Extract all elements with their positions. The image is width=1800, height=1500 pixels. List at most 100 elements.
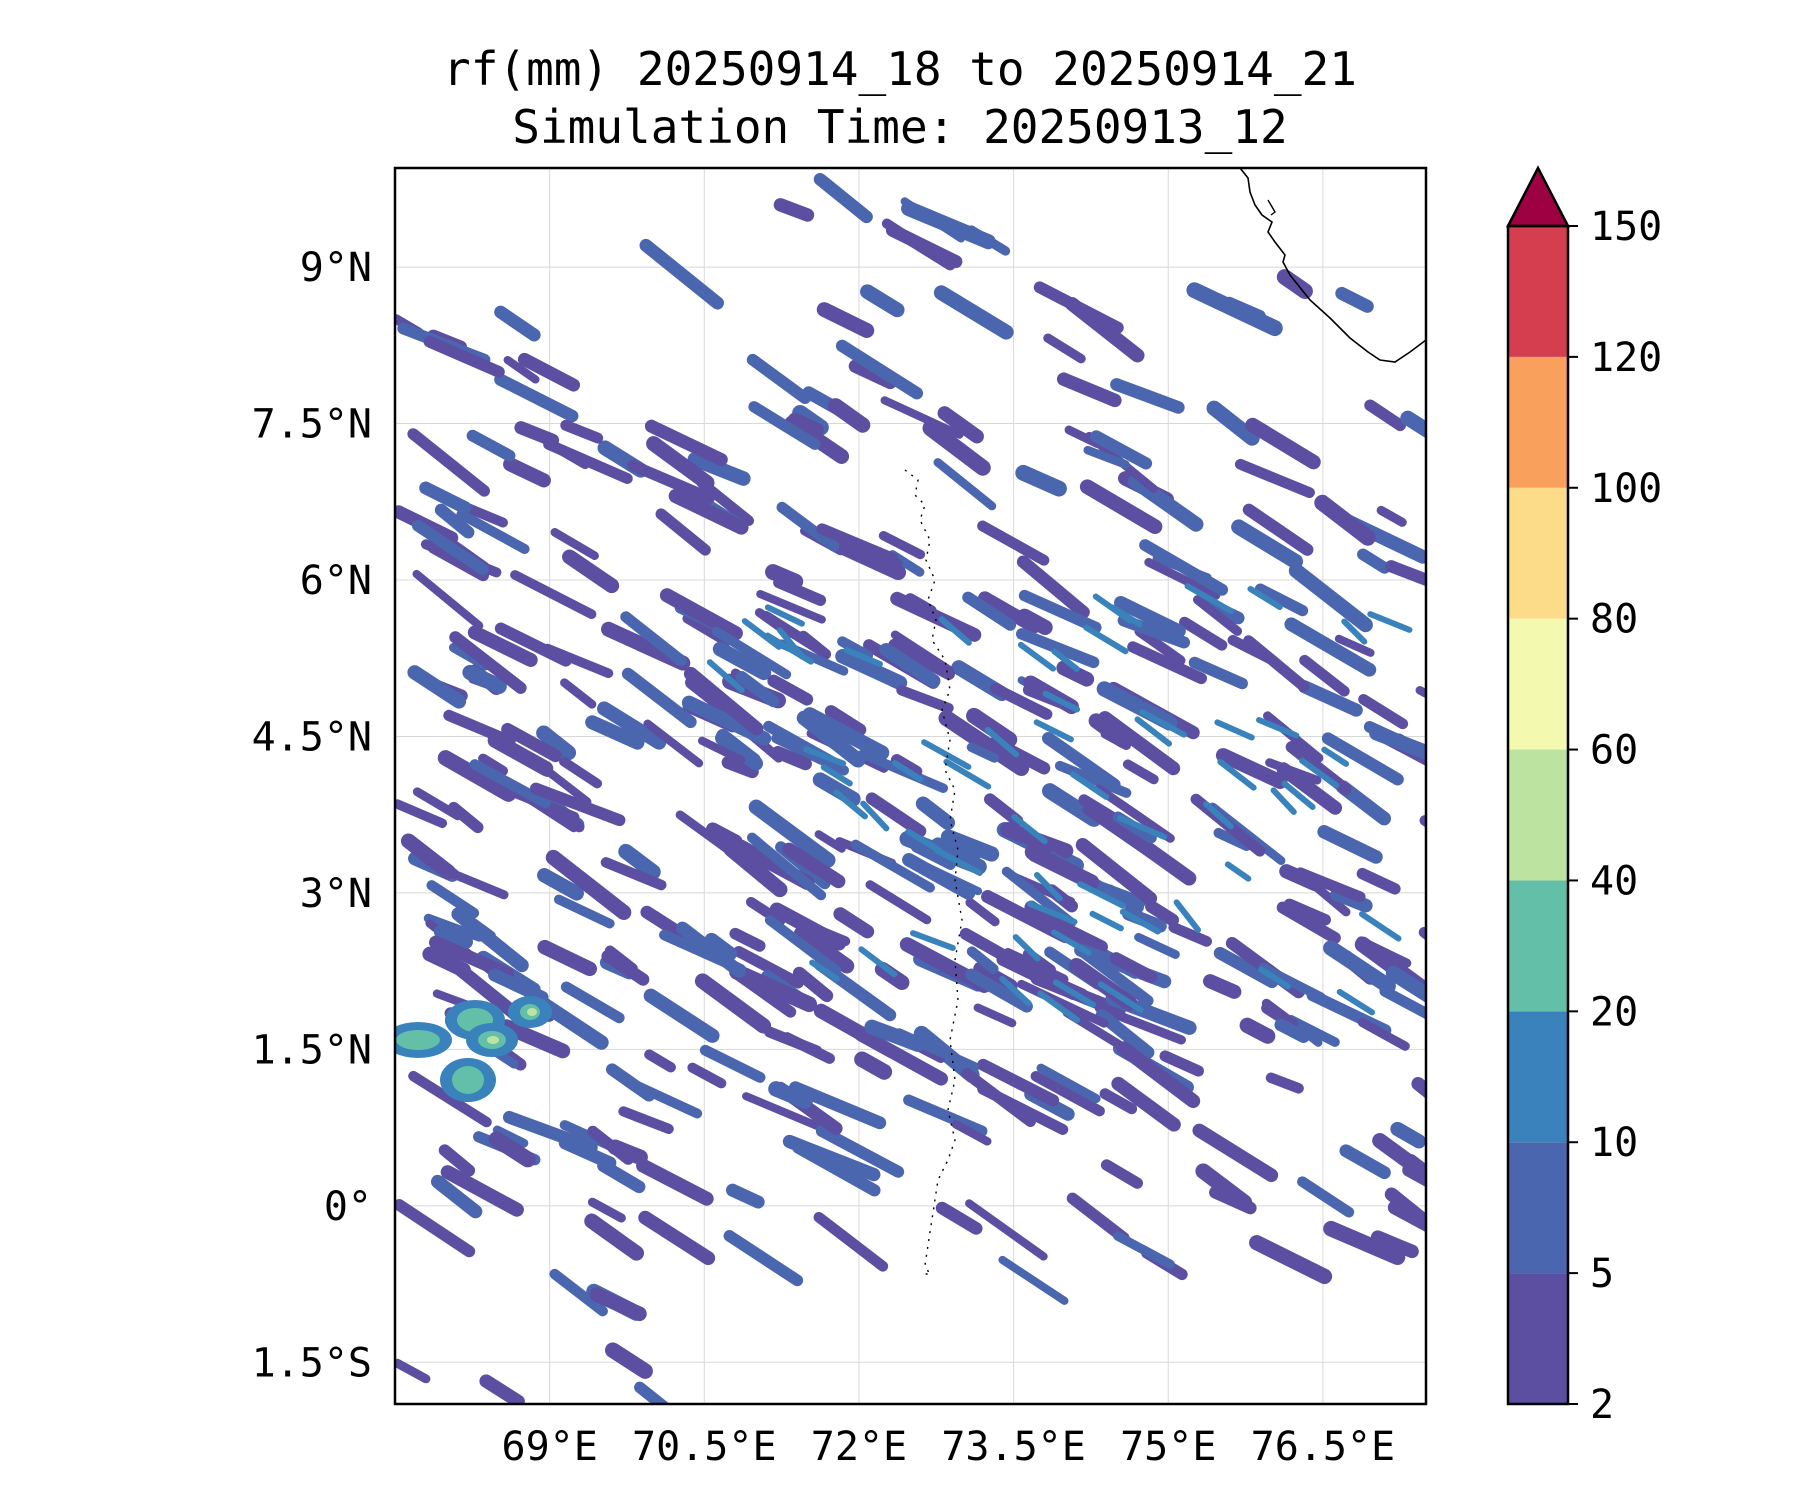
rain-cell (1090, 430, 1153, 470)
rain-cell (787, 412, 825, 437)
rain-cell (1334, 634, 1375, 657)
rain-cell (833, 907, 875, 939)
rain-cell (1094, 784, 1175, 843)
rain-cell (1276, 762, 1343, 815)
colorbar-swatch (1508, 749, 1568, 881)
rain-cell (1113, 1231, 1175, 1269)
colorbar: 2 5 10 20 40 60 80 100 120 150 (1505, 165, 1662, 1428)
rain-cell (937, 406, 984, 444)
rain-cell-moderate (1203, 801, 1234, 830)
rain-cell (814, 830, 846, 853)
rain-cell (501, 722, 562, 763)
rain-cell (745, 896, 786, 927)
rain-cell-moderate (809, 959, 840, 982)
rain-cell (537, 868, 584, 901)
rain-cell (1109, 952, 1158, 984)
rain-cell (503, 355, 540, 384)
rain-cell (788, 1081, 887, 1130)
rain-cell (412, 569, 484, 630)
rain-cell (1179, 616, 1228, 651)
rain-cell (1056, 372, 1122, 408)
rain-cell (977, 520, 1050, 566)
rain-cell (545, 849, 632, 921)
rain-cell-moderate (1321, 746, 1350, 767)
rain-cell (903, 1094, 988, 1137)
rain-cell (502, 1110, 598, 1154)
rain-cell (1056, 660, 1095, 687)
rain-cell (466, 429, 516, 462)
colorbar-label: 150 (1590, 204, 1662, 250)
colorbar-label: 60 (1590, 728, 1638, 774)
rain-cell (488, 968, 549, 1004)
rain-cell (773, 198, 815, 222)
rain-cell (560, 678, 597, 709)
rain-cell (646, 436, 715, 491)
rain-cell (816, 523, 898, 564)
rain-cell (1066, 1192, 1130, 1244)
rain-cell (423, 913, 484, 942)
x-tick-label: 70.5°E (632, 1424, 777, 1470)
rain-cell (514, 421, 560, 447)
rain-cell (1139, 539, 1229, 596)
rain-cell-moderate (764, 604, 805, 627)
rain-cell (1098, 711, 1181, 776)
rain-cell (1242, 503, 1314, 556)
rain-cell-moderate (843, 646, 884, 667)
rain-cell (1400, 410, 1426, 439)
y-tick-label: 0° (324, 1184, 372, 1230)
rain-cell (1127, 641, 1208, 685)
rain-cell-moderate (1069, 771, 1110, 800)
rain-cell (1043, 333, 1086, 364)
rain-cell (1042, 731, 1121, 791)
rain-cell (440, 1165, 524, 1217)
rain-cell-moderate (1281, 780, 1316, 810)
rain-cell (1283, 898, 1332, 926)
rain-cell (618, 843, 661, 880)
colorbar-extend-arrow (1505, 165, 1571, 228)
rain-cell (1015, 628, 1100, 669)
rain-cell (447, 958, 526, 1024)
rain-cell (721, 755, 759, 779)
rain-cell (1110, 378, 1185, 414)
rain-cell (510, 570, 597, 620)
rain-cell (604, 945, 638, 974)
rain-cell (1094, 1003, 1186, 1045)
rain-cell-moderate (1092, 593, 1133, 624)
rain-cell (407, 665, 467, 709)
rain-cell (827, 398, 871, 433)
rain-cell (1095, 1008, 1155, 1059)
rain-cell (494, 305, 541, 342)
rain-cell (1134, 932, 1180, 959)
rain-cell (1403, 1154, 1426, 1183)
rain-cell (816, 302, 875, 338)
rain-cell (636, 1158, 714, 1206)
rain-cell (408, 1070, 492, 1128)
rain-cell (781, 1032, 835, 1064)
rain-cell-moderate (1017, 641, 1057, 672)
rain-cell (503, 457, 551, 488)
rain-cell-moderate (1336, 988, 1376, 1016)
rain-cell (1323, 1220, 1406, 1265)
rain-cell (1339, 1144, 1391, 1180)
rain-cell (973, 1003, 1017, 1028)
rain-cell-moderate (833, 789, 868, 820)
rain-cell (536, 725, 577, 761)
y-tick-label: 9°N (300, 245, 372, 291)
rain-cell (694, 973, 772, 1034)
rain-cell (644, 419, 728, 467)
colorbar-label: 5 (1590, 1251, 1614, 1297)
rain-cell (812, 772, 861, 807)
y-tick-label: 7.5°N (252, 402, 372, 448)
colorbar-swatch (1508, 1142, 1568, 1274)
rain-cell (854, 1051, 893, 1080)
rain-cell (756, 590, 826, 624)
rain-cell (430, 1174, 483, 1219)
rain-cell-moderate (905, 828, 943, 854)
rain-cell (559, 756, 603, 789)
y-axis-tick-labels: 9°N 7.5°N 6°N 4.5°N 3°N 1.5°N 0° 1.5°S (252, 245, 372, 1386)
rain-cell (723, 841, 788, 898)
rain-cell (696, 477, 755, 526)
rain-cell (560, 981, 625, 1024)
rain-cell (910, 842, 956, 870)
